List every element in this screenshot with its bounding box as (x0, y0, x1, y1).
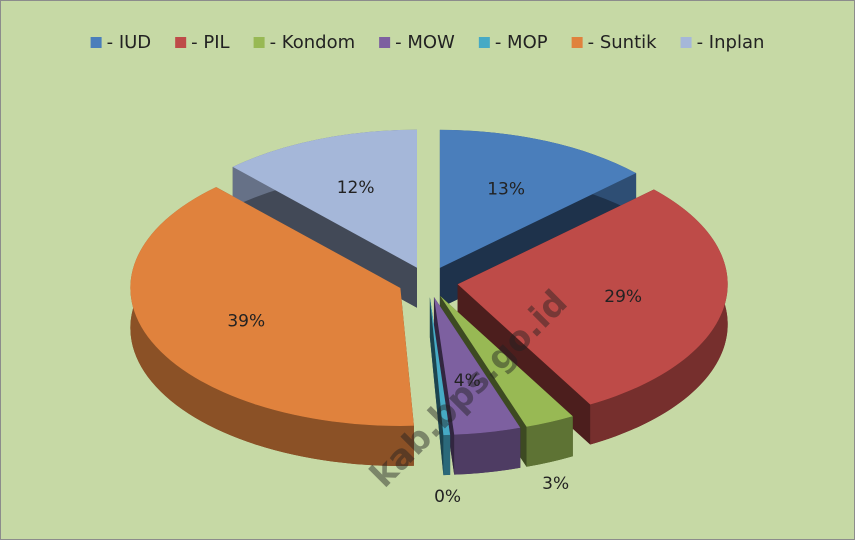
legend-label: - PIL (191, 32, 229, 53)
legend-label: - MOP (495, 32, 548, 53)
slice-wall (443, 434, 451, 476)
slice (130, 187, 414, 426)
legend-marker (680, 37, 692, 48)
legend-label: - MOW (395, 32, 455, 53)
legend-marker (90, 37, 102, 48)
legend-label: - Kondom (270, 32, 356, 53)
data-label: 0% (434, 487, 461, 507)
slice (457, 189, 728, 405)
slice (440, 296, 573, 427)
data-labels: 13% 29% 3% 4% 0% 39% 12% (227, 178, 642, 507)
legend: - IUD - PIL - Kondom - MOW - MOP - Suntik - In… (90, 32, 765, 53)
legend-marker (571, 37, 583, 48)
legend-label: - Inplan (697, 32, 765, 53)
data-label: 39% (227, 311, 265, 331)
legend-marker (175, 37, 187, 48)
slice (429, 297, 451, 436)
data-label: 3% (542, 474, 569, 494)
legend-marker (253, 37, 265, 48)
legend-marker (379, 37, 391, 48)
slice-tops (130, 129, 728, 436)
slice-cut-face (429, 297, 444, 476)
slice (439, 129, 637, 268)
legend-label: - Suntik (588, 32, 658, 53)
slice-wall (454, 427, 521, 475)
slice (232, 129, 417, 268)
data-label: 13% (487, 179, 525, 199)
slice (433, 297, 521, 435)
slice-wall (130, 187, 414, 466)
legend-label: - IUD (107, 32, 152, 53)
legend-marker (478, 37, 490, 48)
slice-wall (526, 416, 573, 467)
pie: 13% 29% 3% 4% 0% 39% 12% (130, 129, 728, 507)
data-label: 4% (454, 371, 481, 391)
data-label: 12% (337, 178, 375, 198)
data-label: 29% (604, 287, 642, 307)
